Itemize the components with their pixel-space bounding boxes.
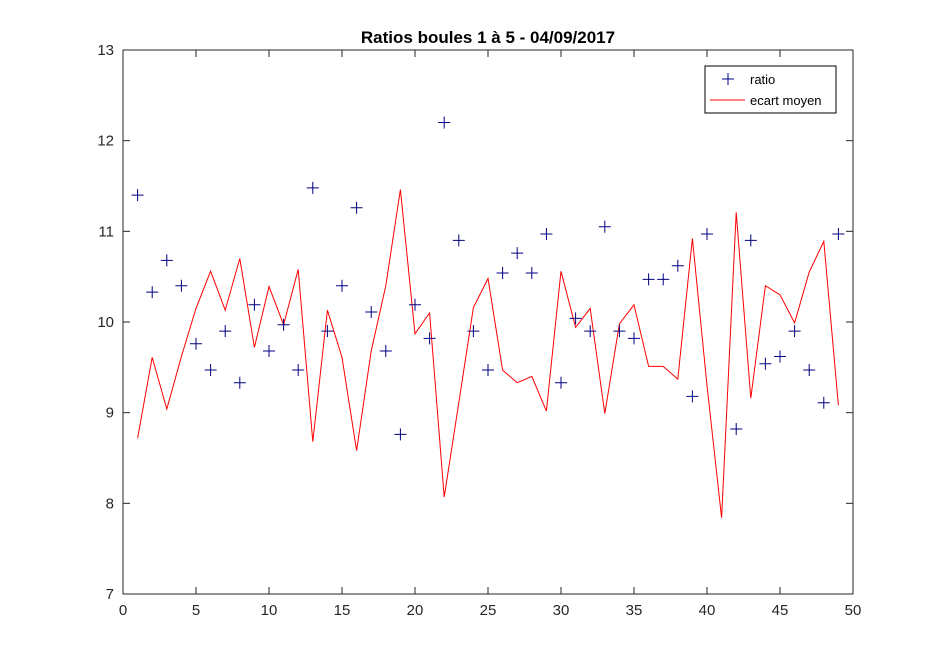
x-tick-label: 20 xyxy=(407,602,424,619)
data-point-ratio xyxy=(131,189,144,202)
data-point-ratio xyxy=(598,220,611,233)
data-point-ratio xyxy=(511,247,524,260)
data-point-ratio xyxy=(642,273,655,286)
y-tick-label: 7 xyxy=(106,586,114,603)
data-point-ratio xyxy=(671,259,684,272)
data-point-ratio xyxy=(350,201,363,214)
data-point-ratio xyxy=(438,116,451,129)
data-point-ratio xyxy=(482,364,494,377)
y-tick-label: 8 xyxy=(106,495,114,512)
data-point-ratio xyxy=(555,376,567,389)
data-point-ratio xyxy=(306,181,319,194)
x-tick-label: 15 xyxy=(334,602,351,619)
data-point-ratio xyxy=(365,306,378,319)
data-point-ratio xyxy=(701,228,713,241)
data-point-ratio xyxy=(219,325,232,338)
plot-area: 0 5 10 15 20 25 30 35 40 45 50 7 8 9 10 11 12 13 xyxy=(97,42,861,619)
x-tick-label: 25 xyxy=(480,602,497,619)
data-point-ratio xyxy=(204,364,217,377)
x-tick-label: 5 xyxy=(192,602,200,619)
y-tick-label: 10 xyxy=(97,314,114,331)
x-tick-label: 35 xyxy=(626,602,643,619)
data-point-ratio xyxy=(190,337,202,350)
data-point-ratio xyxy=(540,228,553,241)
y-tick-label: 13 xyxy=(97,42,114,59)
legend-label-ecart-moyen: ecart moyen xyxy=(750,93,822,108)
data-point-ratio xyxy=(292,364,305,377)
legend-label-ratio: ratio xyxy=(750,72,775,87)
x-tick-label: 50 xyxy=(845,602,862,619)
data-point-ratio xyxy=(730,422,743,435)
data-point-ratio xyxy=(496,267,509,280)
data-point-ratio xyxy=(452,234,465,247)
data-point-ratio xyxy=(584,325,597,338)
data-point-ratio xyxy=(817,396,830,409)
data-point-ratio xyxy=(233,376,246,389)
legend-marker-ratio xyxy=(722,73,734,85)
y-tick-label: 9 xyxy=(106,405,114,422)
data-point-ratio xyxy=(248,298,261,311)
data-point-ratio xyxy=(394,428,407,441)
chart-title: Ratios boules 1 à 5 - 04/09/2017 xyxy=(361,28,615,47)
data-point-ratio xyxy=(467,325,480,338)
x-tick-label: 10 xyxy=(261,602,278,619)
series-line-ecart-moyen xyxy=(137,189,839,518)
data-point-ratio xyxy=(788,325,801,338)
x-tick-label: 40 xyxy=(699,602,716,619)
data-point-ratio xyxy=(744,234,757,247)
data-point-ratio xyxy=(657,273,670,286)
x-tick-label: 45 xyxy=(772,602,789,619)
data-point-ratio xyxy=(832,228,845,241)
data-point-ratio xyxy=(175,279,188,292)
data-point-ratio xyxy=(759,357,772,370)
data-point-ratio xyxy=(613,325,626,338)
data-point-ratio xyxy=(321,325,334,338)
data-point-ratio xyxy=(146,286,159,299)
data-point-ratio xyxy=(263,345,275,358)
data-point-ratio xyxy=(409,298,421,311)
data-point-ratio xyxy=(379,345,392,358)
legend: ratio ecart moyen xyxy=(704,65,837,114)
data-point-ratio xyxy=(160,254,173,267)
data-point-ratio xyxy=(774,350,786,363)
data-point-ratio xyxy=(686,390,699,403)
data-point-ratio xyxy=(423,332,436,345)
data-point-ratio xyxy=(628,332,640,345)
x-tick-label: 0 xyxy=(119,602,127,619)
y-tick-label: 12 xyxy=(97,133,114,150)
x-tick-label: 30 xyxy=(553,602,570,619)
data-point-ratio xyxy=(569,312,582,325)
data-point-ratio xyxy=(336,279,348,292)
data-point-ratio xyxy=(525,267,538,280)
data-point-ratio xyxy=(803,364,816,377)
y-tick-label: 11 xyxy=(98,223,114,240)
legend-box xyxy=(704,65,837,114)
data-point-ratio xyxy=(277,318,290,331)
